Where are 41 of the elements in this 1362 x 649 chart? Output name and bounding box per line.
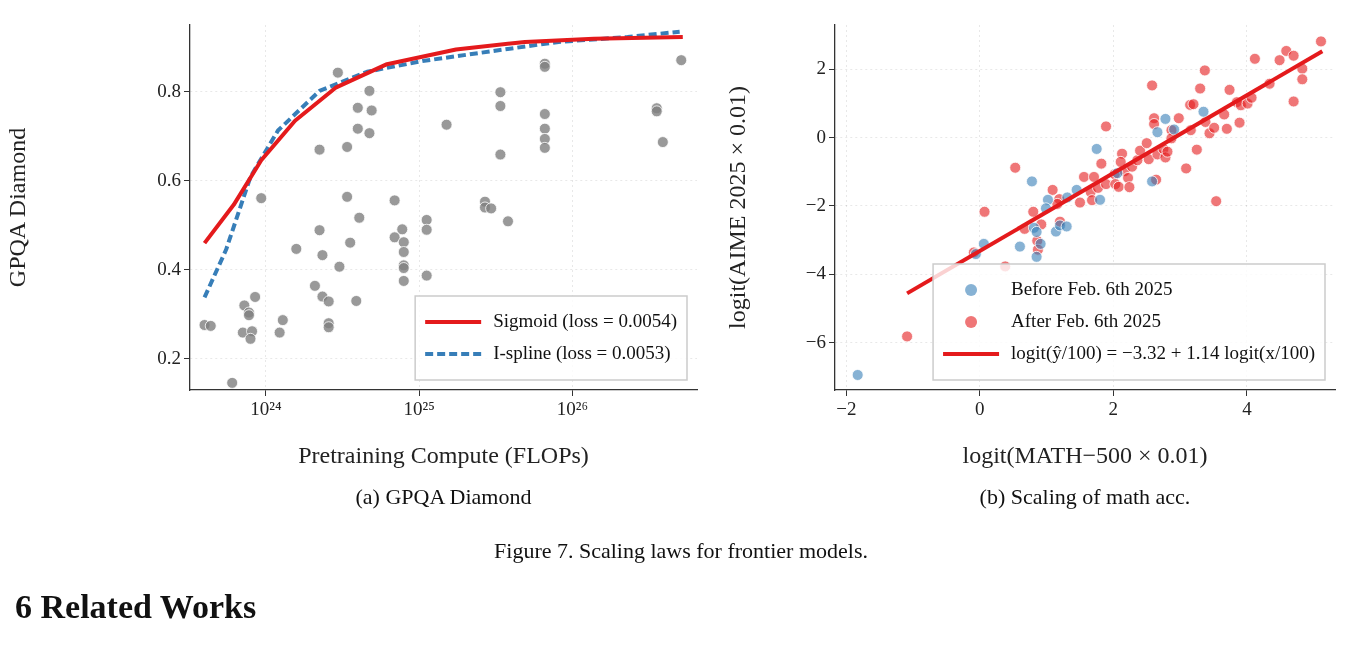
legend-label: I-spline (loss = 0.0053): [493, 341, 671, 364]
y-tick-label: −4: [805, 262, 827, 284]
point: [1151, 126, 1164, 139]
x-tick-label: 0: [975, 398, 985, 420]
x-tick-label: 4: [1242, 398, 1253, 420]
y-tick-label: 0.8: [157, 79, 181, 101]
y-tick-label: 0.4: [157, 257, 182, 279]
point: [1146, 175, 1158, 188]
x-axis-title: Pretraining Compute (FLOPs): [298, 441, 589, 468]
y-tick-label: 0.6: [157, 168, 181, 190]
text: (a) GPQA Diamond: [354, 484, 533, 510]
point: [1159, 113, 1172, 125]
point: [1014, 240, 1026, 253]
y-tick-label: −2: [805, 193, 826, 215]
point: [1026, 175, 1038, 188]
y-tick-label: 0: [816, 125, 826, 147]
y-axis-title: GPQA Diamond: [3, 127, 30, 288]
x-tick-label: −2: [836, 398, 857, 420]
text: 6 Related Works: [15, 588, 257, 626]
x-axis-title: logit(MATH−500 × 0.01): [962, 441, 1208, 468]
point: [1030, 226, 1043, 238]
caption: Figure 7. Scaling laws for frontier models.: [493, 538, 869, 564]
point: [851, 369, 864, 381]
x-tick-label: 10²⁶: [556, 398, 589, 420]
point: [1094, 193, 1106, 206]
y-axis-title: logit(AIME 2025 × 0.01): [723, 86, 750, 329]
y-tick-label: 0.2: [157, 346, 181, 368]
legend-label: logit(ŷ/100) = −3.32 + 1.14 logit(x/100): [1011, 341, 1315, 364]
x-tick-label: 2: [1108, 398, 1119, 420]
legend-label: Sigmoid (loss = 0.0054): [493, 309, 677, 332]
y-tick-label: 2: [816, 57, 826, 79]
point: [1197, 105, 1210, 118]
x-tick-label: 10²⁴: [250, 398, 282, 420]
point: [1090, 143, 1103, 155]
y-tick-label: −6: [805, 330, 826, 352]
text: (b) Scaling of math acc.: [978, 484, 1192, 510]
point: [1030, 250, 1043, 263]
legend-label: Before Feb. 6th 2025: [1011, 277, 1173, 299]
legend-label: After Feb. 6th 2025: [1011, 309, 1161, 331]
point: [1060, 220, 1073, 233]
x-tick-label: 10²⁵: [403, 398, 435, 420]
